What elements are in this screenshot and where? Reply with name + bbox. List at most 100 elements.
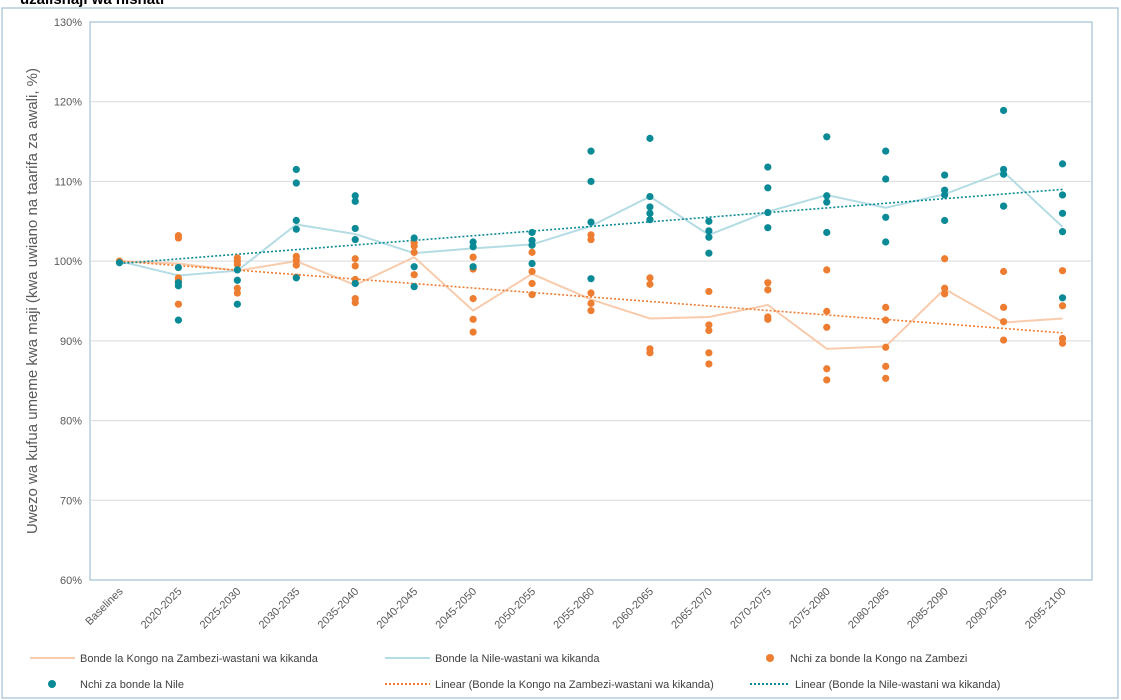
x-tick-label: 2070-2075 <box>728 586 774 632</box>
nile-point <box>410 283 418 291</box>
congo-point <box>587 236 595 244</box>
chart-title-fragment: uzalishaji wa nishati <box>20 0 164 8</box>
congo-point <box>764 286 772 294</box>
legend-item-nile-mean[interactable]: Bonde la Nile-wastani wa kikanda <box>385 653 600 665</box>
x-tick-label: 2085-2090 <box>905 586 951 632</box>
y-tick-label: 80% <box>60 416 82 428</box>
nile-point <box>705 233 713 241</box>
congo-point <box>705 349 713 357</box>
congo-point <box>410 248 418 256</box>
nile-point <box>823 228 831 237</box>
congo-point <box>174 234 183 242</box>
x-tick-label: 2080-2085 <box>846 586 892 632</box>
nile-point <box>292 165 300 174</box>
congo-point <box>823 307 831 315</box>
congo-mean-line <box>119 255 1063 350</box>
legend-item-congo-trend[interactable]: Linear (Bonde la Kongo na Zambezi-wastan… <box>385 679 714 691</box>
nile-point <box>646 192 654 201</box>
x-tick-label: 2095-2100 <box>1023 586 1069 632</box>
nile-point <box>410 234 418 242</box>
legend-label-nile-trend: Linear (Bonde la Nile-wastani wa kikanda… <box>795 679 1000 691</box>
x-tick-label: 2035-2040 <box>316 586 362 632</box>
x-tick-label: 2075-2080 <box>787 586 833 632</box>
nile-point <box>941 216 949 225</box>
x-tick-label: 2065-2070 <box>669 586 715 632</box>
legend-item-congo-points[interactable]: Nchi za bonde la Kongo na Zambezi <box>766 653 967 665</box>
nile-point <box>469 243 477 251</box>
congo-point <box>1058 302 1067 310</box>
nile-point <box>292 216 300 225</box>
nile-point <box>174 282 183 290</box>
congo-point <box>646 349 654 357</box>
nile-point <box>587 147 595 155</box>
x-tick-label: 2060-2065 <box>610 586 656 632</box>
congo-point <box>705 287 713 296</box>
nile-point <box>587 218 595 226</box>
congo-point <box>528 291 536 299</box>
congo-point <box>999 267 1008 276</box>
congo-point <box>233 289 241 297</box>
nile-point <box>469 263 477 271</box>
gridlines <box>89 21 1093 581</box>
congo-point <box>351 298 359 307</box>
nile-point <box>587 275 595 283</box>
nile-point <box>941 191 949 199</box>
nile-point <box>233 276 241 284</box>
nile-point <box>764 163 772 171</box>
nile-point <box>705 227 713 235</box>
legend-label-nile-mean: Bonde la Nile-wastani wa kikanda <box>435 653 600 665</box>
legend-item-congo-mean[interactable]: Bonde la Kongo na Zambezi-wastani wa kik… <box>30 653 319 665</box>
x-tick-label: 2055-2060 <box>551 586 597 632</box>
congo-point <box>941 284 949 292</box>
nile-point <box>764 224 772 232</box>
congo-point <box>764 315 772 323</box>
nile-point <box>823 198 831 206</box>
nile-point <box>174 263 183 272</box>
congo-point <box>174 300 183 308</box>
legend-item-nile-points[interactable]: Nchi za bonde la Nile <box>48 679 184 691</box>
congo-point <box>587 306 595 315</box>
plot-area <box>89 21 1093 581</box>
nile-point <box>823 133 831 141</box>
legend-swatch-congo-points <box>766 654 774 662</box>
congo-point <box>823 376 831 384</box>
congo-trend-line <box>119 260 1063 334</box>
x-tick-label: 2020-2025 <box>139 586 185 632</box>
nile-point <box>528 241 536 249</box>
nile-point <box>292 274 300 282</box>
nile-point <box>233 300 241 308</box>
nile-point <box>999 170 1008 178</box>
congo-point <box>469 315 477 323</box>
nile-point <box>1058 209 1067 217</box>
nile-point <box>292 179 300 187</box>
nile-point <box>292 225 300 233</box>
nile-point <box>1058 160 1067 168</box>
congo-point <box>528 279 536 288</box>
congo-point <box>705 360 713 368</box>
y-tick-label: 60% <box>60 575 82 587</box>
nile-point <box>1058 191 1067 199</box>
y-tick-label: 70% <box>60 495 82 507</box>
x-axis-ticks: Baselines 2020-2025 2025-2030 2030-2035 2035… <box>83 585 1068 631</box>
y-tick-label: 90% <box>60 336 82 348</box>
congo-point <box>1058 267 1067 275</box>
legend-label-congo-points: Nchi za bonde la Kongo na Zambezi <box>790 653 967 665</box>
trend-lines <box>119 188 1063 334</box>
congo-point <box>587 299 595 307</box>
congo-point <box>233 260 241 268</box>
congo-point <box>882 343 890 351</box>
congo-point <box>823 266 831 274</box>
congo-point <box>410 271 418 279</box>
nile-point <box>882 175 890 183</box>
nile-point <box>999 202 1008 210</box>
y-tick-label: 100% <box>54 256 82 268</box>
congo-point <box>351 255 359 263</box>
congo-point <box>941 255 949 263</box>
y-axis-label: Uwezo wa kufua umeme kwa maji (kwa uwian… <box>24 68 41 534</box>
congo-point <box>764 279 772 287</box>
congo-point <box>705 326 713 335</box>
congo-point <box>941 290 949 298</box>
legend-item-nile-trend[interactable]: Linear (Bonde la Nile-wastani wa kikanda… <box>750 679 1000 691</box>
congo-point <box>528 248 536 256</box>
nile-point <box>115 259 124 267</box>
